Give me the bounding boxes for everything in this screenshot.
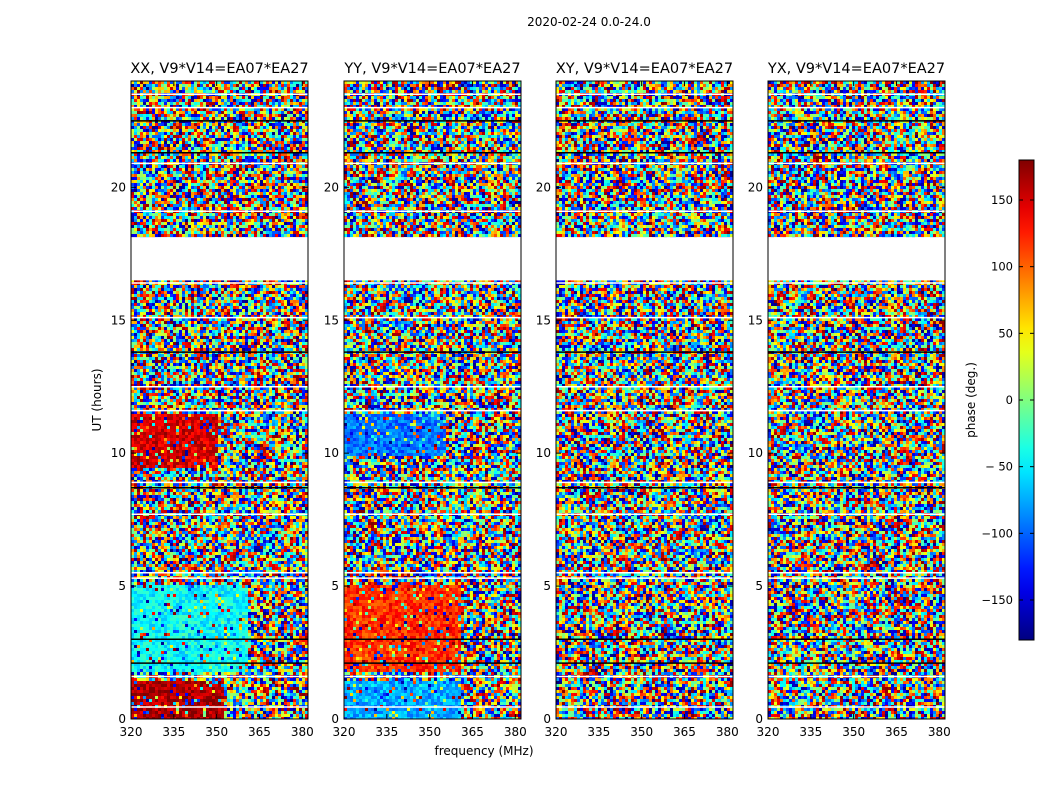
phase-heatmap — [344, 81, 521, 719]
x-tick-label: 380 — [291, 725, 314, 739]
x-tick-label: 365 — [248, 725, 271, 739]
colorbar-tick-label: 100 — [991, 260, 1013, 274]
x-tick-label: 350 — [205, 725, 228, 739]
phase-heatmap — [768, 81, 945, 719]
y-tick-label: 20 — [748, 180, 763, 194]
x-tick-label: 350 — [630, 725, 653, 739]
y-tick-label: 10 — [748, 446, 763, 460]
x-tick-label: 320 — [120, 725, 143, 739]
panel-frame — [130, 80, 309, 720]
y-tick-label: 5 — [331, 579, 339, 593]
phase-heatmap — [131, 81, 308, 719]
y-tick-label: 15 — [324, 313, 339, 327]
panel-title: XY, V9*V14=EA07*EA27 — [556, 61, 733, 77]
y-tick-label: 15 — [748, 313, 763, 327]
x-tick-label: 335 — [587, 725, 610, 739]
x-tick-label: 380 — [504, 725, 527, 739]
figure-suptitle: 2020-02-24 0.0-24.0 — [527, 15, 651, 29]
x-tick-label: 365 — [461, 725, 484, 739]
y-tick-label: 10 — [111, 446, 126, 460]
colorbar-tick-label: −150 — [981, 593, 1013, 607]
panel-xy: XY, V9*V14=EA07*EA27 320 335 350 365 380 0 5 10 1… — [536, 61, 739, 739]
y-tick-label: 15 — [536, 313, 551, 327]
colorbar-tick-label: 0 — [1006, 393, 1013, 407]
y-tick-label: 10 — [536, 446, 551, 460]
y-tick-label: 20 — [111, 180, 126, 194]
panel-title: XX, V9*V14=EA07*EA27 — [130, 61, 308, 77]
x-axis-label: frequency (MHz) — [434, 744, 533, 758]
x-tick-label: 335 — [375, 725, 398, 739]
x-tick-label: 320 — [333, 725, 356, 739]
panel-title: YX, V9*V14=EA07*EA27 — [767, 61, 945, 77]
x-tick-label: 365 — [673, 725, 696, 739]
y-tick-label: 15 — [111, 313, 126, 327]
y-tick-label: 0 — [755, 712, 763, 726]
panel-frame — [555, 80, 734, 720]
panel-yy: YY, V9*V14=EA07*EA27 320 335 350 365 380 0 5 10 1… — [324, 61, 527, 739]
x-tick-label: 335 — [799, 725, 822, 739]
x-tick-label: 380 — [928, 725, 951, 739]
y-tick-label: 5 — [543, 579, 551, 593]
panels: XX, V9*V14=EA07*EA27 320 335 350 365 380 0 5 10 1… — [111, 61, 951, 739]
y-tick-label: 5 — [118, 579, 126, 593]
panel-title: YY, V9*V14=EA07*EA27 — [343, 61, 520, 77]
panel-frame — [767, 80, 946, 720]
colorbar-tick-label: − 50 — [985, 460, 1013, 474]
y-tick-label: 5 — [755, 579, 763, 593]
y-axis-label: UT (hours) — [90, 368, 104, 431]
x-tick-label: 380 — [716, 725, 739, 739]
y-tick-label: 0 — [543, 712, 551, 726]
y-tick-label: 20 — [536, 180, 551, 194]
colorbar: 150 100 50 0 − 50 −100 −150 — [981, 159, 1035, 641]
x-tick-label: 320 — [545, 725, 568, 739]
y-tick-label: 20 — [324, 180, 339, 194]
x-tick-label: 320 — [757, 725, 780, 739]
colorbar-tick-label: 50 — [998, 326, 1013, 340]
x-tick-label: 350 — [842, 725, 865, 739]
y-tick-label: 10 — [324, 446, 339, 460]
x-tick-label: 335 — [162, 725, 185, 739]
panel-xx: XX, V9*V14=EA07*EA27 320 335 350 365 380 0 5 10 1… — [111, 61, 314, 739]
colorbar-label: phase (deg.) — [964, 362, 978, 438]
phase-heatmap — [556, 81, 733, 719]
y-tick-label: 0 — [118, 712, 126, 726]
y-tick-label: 0 — [331, 712, 339, 726]
panel-yx: YX, V9*V14=EA07*EA27 320 335 350 365 380 0 5 10 1… — [748, 61, 951, 739]
colorbar-tick-label: 150 — [991, 193, 1013, 207]
colorbar-tick-label: −100 — [981, 526, 1013, 540]
x-tick-label: 350 — [418, 725, 441, 739]
x-tick-label: 365 — [885, 725, 908, 739]
panel-frame — [343, 80, 522, 720]
